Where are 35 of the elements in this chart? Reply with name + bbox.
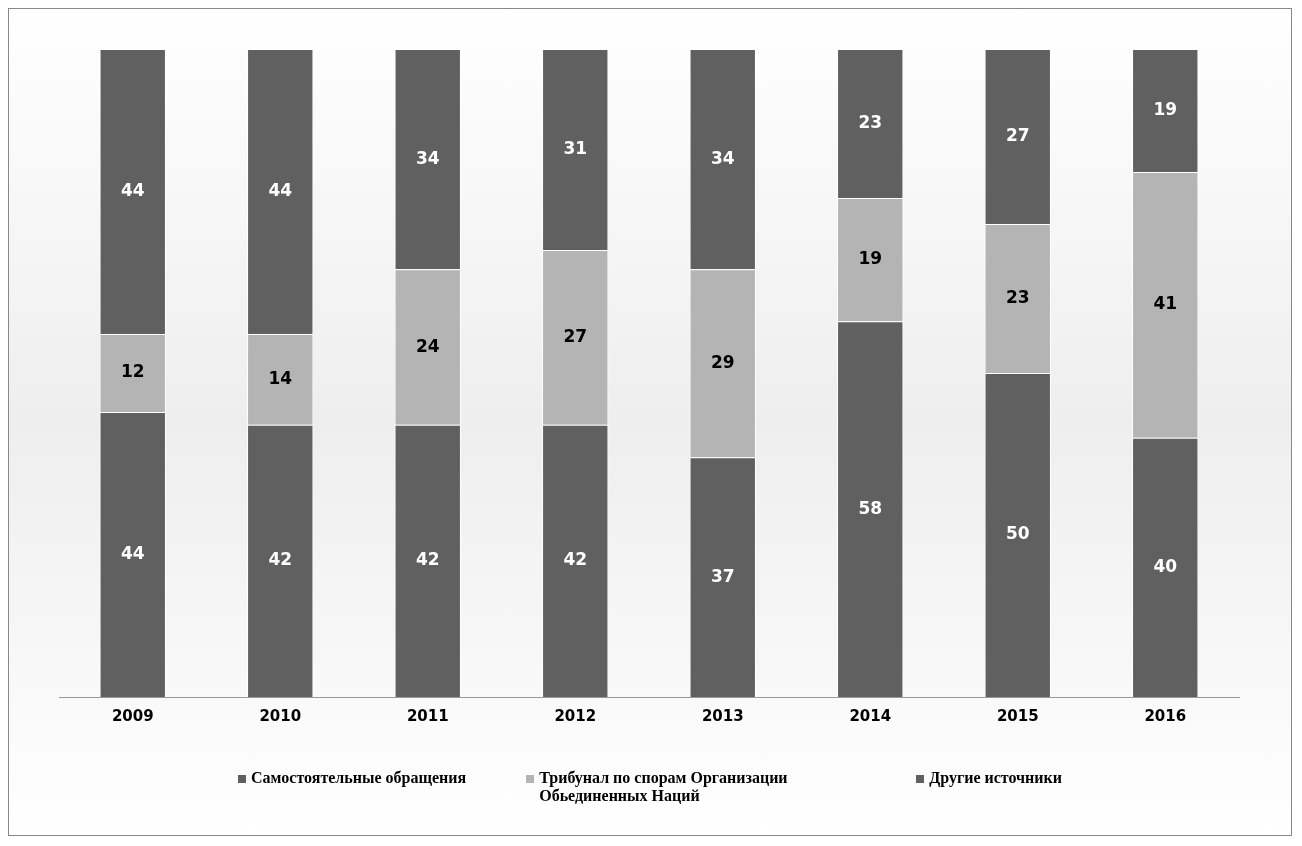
data-label: 27	[563, 325, 588, 346]
data-label: 31	[563, 137, 588, 158]
data-label: 12	[120, 361, 145, 382]
x-tick-label: 2009	[111, 706, 154, 725]
x-tick-label: 2010	[259, 706, 302, 725]
data-label: 50	[1005, 523, 1030, 544]
legend-label: Трибунал по спорам Организации Обьединенных Наций	[539, 769, 789, 805]
x-tick-label: 2012	[554, 706, 597, 725]
x-tick-label: 2014	[849, 706, 892, 725]
legend-label: Другие источники	[929, 769, 1062, 787]
data-label: 44	[120, 179, 145, 200]
data-label: 41	[1153, 293, 1178, 314]
data-label: 42	[415, 549, 440, 570]
x-tick-label: 2016	[1144, 706, 1187, 725]
data-label: 29	[710, 351, 735, 372]
data-label: 42	[563, 549, 588, 570]
data-label: 34	[415, 147, 440, 168]
data-label: 44	[120, 542, 145, 563]
data-label: 19	[858, 248, 883, 269]
data-label: 23	[1005, 286, 1030, 307]
data-label: 42	[268, 549, 293, 570]
data-label: 27	[1005, 124, 1030, 145]
data-label: 23	[858, 111, 883, 132]
data-label: 44	[268, 179, 293, 200]
data-label: 37	[710, 565, 735, 586]
data-label: 58	[858, 497, 883, 518]
x-tick-label: 2011	[406, 706, 449, 725]
x-tick-label: 2015	[996, 706, 1039, 725]
x-tick-label: 2013	[701, 706, 744, 725]
data-label: 24	[415, 335, 440, 356]
data-label: 40	[1153, 555, 1178, 576]
data-label: 34	[710, 147, 735, 168]
data-label: 19	[1153, 98, 1178, 119]
legend-label: Самостоятельные обращения	[251, 769, 467, 787]
data-label: 14	[268, 367, 293, 388]
